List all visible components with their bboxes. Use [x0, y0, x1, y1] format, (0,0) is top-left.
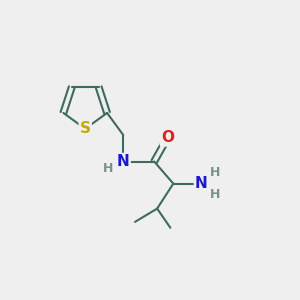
Text: H: H	[103, 162, 113, 176]
Text: H: H	[210, 188, 220, 201]
Text: N: N	[195, 176, 208, 191]
Text: O: O	[161, 130, 174, 146]
Text: H: H	[210, 166, 220, 179]
Text: N: N	[117, 154, 130, 169]
Text: S: S	[80, 121, 91, 136]
